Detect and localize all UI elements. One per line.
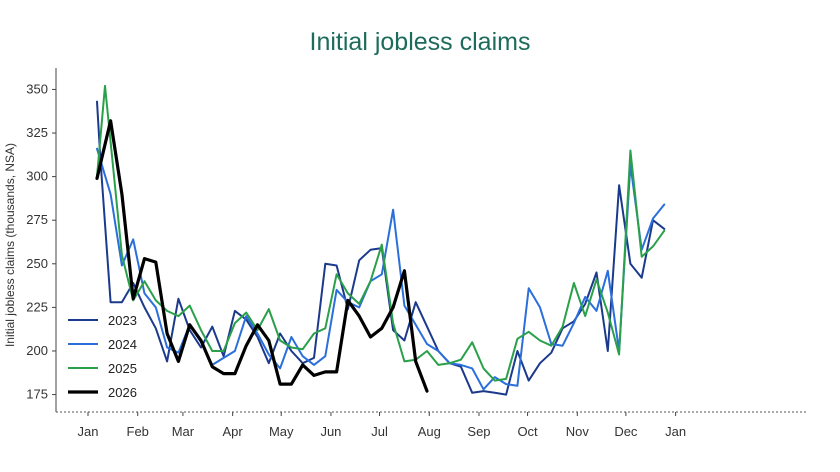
x-tick-label: Apr [223, 424, 244, 439]
series-lines [95, 84, 666, 396]
y-tick-label: 300 [26, 169, 48, 184]
legend: 2023 2024 2025 2026 [68, 313, 137, 400]
legend-label-2025: 2025 [108, 361, 137, 376]
legend-label-2026: 2026 [108, 385, 137, 400]
series-line-2026 [95, 119, 429, 393]
x-tick-label: Oct [517, 424, 538, 439]
x-tick-label: May [269, 424, 294, 439]
y-tick-label: 175 [26, 387, 48, 402]
series-line-2023 [96, 100, 666, 396]
x-tick-label: Mar [172, 424, 195, 439]
y-tick-label: 200 [26, 343, 48, 358]
chart-title: Initial jobless claims [309, 28, 531, 56]
axes: 175 200 225 250 275 300 325 350 Jan Feb Mar Apr May J… [26, 68, 808, 439]
y-tick-label: 225 [26, 299, 48, 314]
legend-label-2024: 2024 [108, 337, 137, 352]
y-axis-label: Initial jobless claims (thousands, NSA) [3, 143, 17, 347]
x-tick-label: Sep [467, 424, 490, 439]
x-tick-label: Feb [127, 424, 149, 439]
x-tick-label: Jan [665, 424, 686, 439]
y-tick-label: 325 [26, 125, 48, 140]
x-tick-label: Jan [78, 424, 99, 439]
x-tick-label: Nov [566, 424, 590, 439]
x-tick-label: Jun [320, 424, 341, 439]
x-tick-label: Aug [418, 424, 441, 439]
y-tick-label: 250 [26, 256, 48, 271]
series-line-2025 [96, 84, 666, 382]
y-tick-label: 275 [26, 212, 48, 227]
x-tick-label: Dec [614, 424, 638, 439]
legend-label-2023: 2023 [108, 313, 137, 328]
y-tick-label: 350 [26, 81, 48, 96]
x-tick-label: Jul [371, 424, 388, 439]
